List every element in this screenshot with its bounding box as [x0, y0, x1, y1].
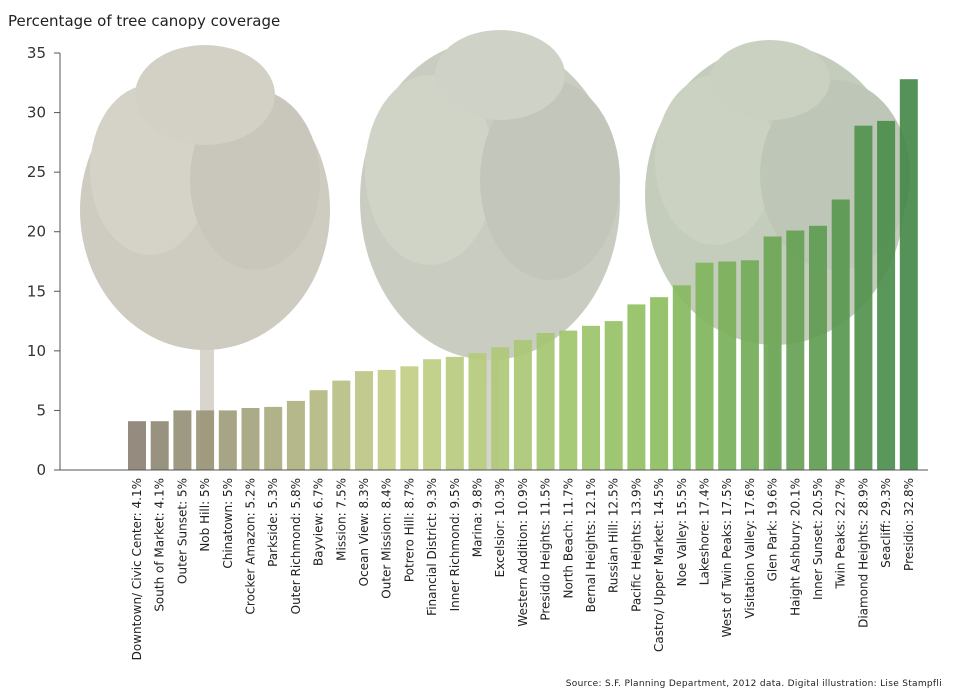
category-label: Marina: 9.8% [471, 478, 485, 557]
bar [400, 366, 419, 470]
category-label: Outer Richmond: 5.8% [289, 478, 303, 614]
y-tick-label: 15 [27, 282, 46, 300]
category-label: South of Market: 4.1% [153, 478, 167, 612]
bar [536, 333, 555, 470]
y-axis: 0 5 10 15 20 25 30 35 [27, 44, 61, 479]
bar [513, 340, 532, 470]
bar [332, 380, 351, 470]
category-label: Ocean View: 8.3% [357, 478, 371, 586]
bar [604, 321, 623, 470]
bar [854, 125, 873, 470]
category-label: Inner Sunset: 20.5% [811, 478, 825, 600]
category-label: Bernal Heights: 12.1% [584, 478, 598, 612]
bar [582, 325, 600, 470]
bar [695, 262, 714, 470]
bar [264, 406, 283, 470]
category-label: North Beach: 11.7% [561, 478, 575, 599]
y-tick-label: 10 [27, 342, 46, 360]
category-label: Presidio Heights: 11.5% [539, 478, 553, 621]
bar [786, 230, 805, 470]
category-label: West of Twin Peaks: 17.5% [720, 478, 734, 637]
bar [763, 236, 782, 470]
bar [627, 304, 646, 470]
bar [196, 410, 215, 470]
bar [423, 359, 442, 470]
category-label: Potrero Hill: 8.7% [402, 478, 416, 582]
category-label: Western Addition: 10.9% [516, 478, 530, 627]
y-tick-label: 5 [36, 401, 46, 419]
y-tick-label: 20 [27, 223, 46, 241]
category-label: Excelsior: 10.3% [493, 478, 507, 577]
y-tick-label: 0 [36, 461, 46, 479]
category-label: Inner Richmond: 9.5% [448, 478, 462, 611]
category-label: Downtown/ Civic Center: 4.1% [130, 478, 144, 660]
bar [309, 390, 328, 470]
bar [559, 330, 578, 470]
bar [241, 408, 260, 470]
category-label: Nob Hill: 5% [198, 478, 212, 552]
bar [218, 410, 237, 470]
category-label: Russian Hill: 12.5% [607, 478, 621, 593]
bar [173, 410, 192, 470]
category-label: Mission: 7.5% [334, 478, 348, 561]
y-axis-label: Percentage of tree canopy coverage [8, 12, 280, 30]
bar [150, 421, 169, 470]
category-label: Visitation Valley: 17.6% [743, 478, 757, 619]
bar [128, 421, 146, 470]
category-label: Noe Valley: 15.5% [675, 478, 689, 586]
bar [831, 199, 850, 470]
bar [468, 353, 487, 470]
bar [377, 369, 396, 470]
category-label: Outer Sunset: 5% [175, 478, 189, 584]
tree-illustration [80, 30, 910, 470]
category-label: Chinatown: 5% [221, 478, 235, 569]
category-label: Haight Ashbury: 20.1% [788, 478, 802, 616]
bar [740, 260, 759, 470]
category-labels: Downtown/ Civic Center: 4.1% South of Mar… [130, 478, 916, 660]
bar [718, 261, 737, 470]
bar [877, 120, 896, 471]
category-label: Presidio: 32.8% [902, 478, 916, 571]
category-label: Diamond Heights: 28.9% [856, 478, 870, 628]
bar [445, 356, 464, 470]
tree-left [80, 45, 330, 470]
category-label: Castro/ Upper Market: 14.5% [652, 478, 666, 652]
y-tick-label: 35 [27, 44, 46, 62]
category-label: Bayview: 6.7% [312, 478, 326, 566]
category-label: Seacliff: 29.3% [879, 478, 893, 568]
bar [809, 225, 827, 470]
bar [286, 400, 305, 470]
bars [128, 79, 918, 471]
category-label: Pacific Heights: 13.9% [629, 478, 643, 612]
category-label: Crocker Amazon: 5.2% [244, 478, 258, 614]
category-label: Twin Peaks: 22.7% [834, 478, 848, 590]
category-label: Outer Mission: 8.4% [380, 478, 394, 599]
bar [650, 297, 669, 470]
y-tick-label: 30 [27, 104, 46, 122]
bar [355, 371, 373, 470]
bar [899, 79, 918, 470]
category-label: Parkside: 5.3% [266, 478, 280, 567]
bar [491, 347, 510, 470]
bar [672, 285, 691, 470]
y-tick-label: 25 [27, 163, 46, 181]
source-note: Source: S.F. Planning Department, 2012 d… [566, 679, 942, 689]
category-label: Glen Park: 19.6% [766, 478, 780, 581]
category-label: Financial District: 9.3% [425, 478, 439, 616]
category-label: Lakeshore: 17.4% [698, 478, 712, 585]
tree-middle [360, 30, 620, 470]
